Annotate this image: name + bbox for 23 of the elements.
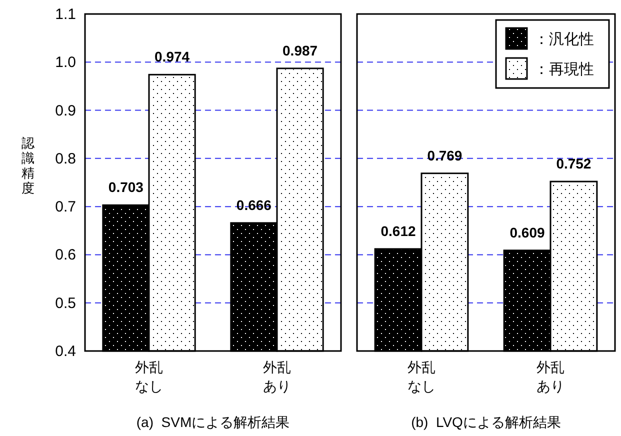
y-tick-label: 1.0 xyxy=(55,54,76,72)
data-label: 0.703 xyxy=(108,179,144,196)
y-tick-label: 0.4 xyxy=(55,343,76,360)
y-tick-label: 0.9 xyxy=(55,102,76,120)
x-tick-label: 外乱なし xyxy=(135,359,163,394)
y-tick-label: 0.5 xyxy=(55,294,76,312)
y-tick-label: 0.7 xyxy=(55,198,76,216)
y-tick-label: 1.1 xyxy=(55,6,76,23)
data-label: 0.609 xyxy=(510,224,546,240)
data-label: 0.974 xyxy=(154,48,190,65)
x-tick-label: 外乱なし xyxy=(408,359,436,394)
text: (a) SVMによる解析結果 xyxy=(136,414,290,430)
y-tick-label: 0.8 xyxy=(55,150,76,168)
data-label: 0.612 xyxy=(380,222,416,239)
y-tick-label: 0.6 xyxy=(55,246,76,264)
x-tick-label: 外乱あり xyxy=(263,359,291,394)
legend-label: ：再現性 xyxy=(534,61,594,78)
text: (b) LVQによる解析結果 xyxy=(411,414,561,430)
data-label: 0.752 xyxy=(556,156,592,172)
x-tick-label: 外乱あり xyxy=(536,359,564,394)
data-label: 0.987 xyxy=(282,42,318,58)
legend-label: ：汎化性 xyxy=(534,31,594,48)
y-axis-title: 認識精度 xyxy=(22,136,34,196)
